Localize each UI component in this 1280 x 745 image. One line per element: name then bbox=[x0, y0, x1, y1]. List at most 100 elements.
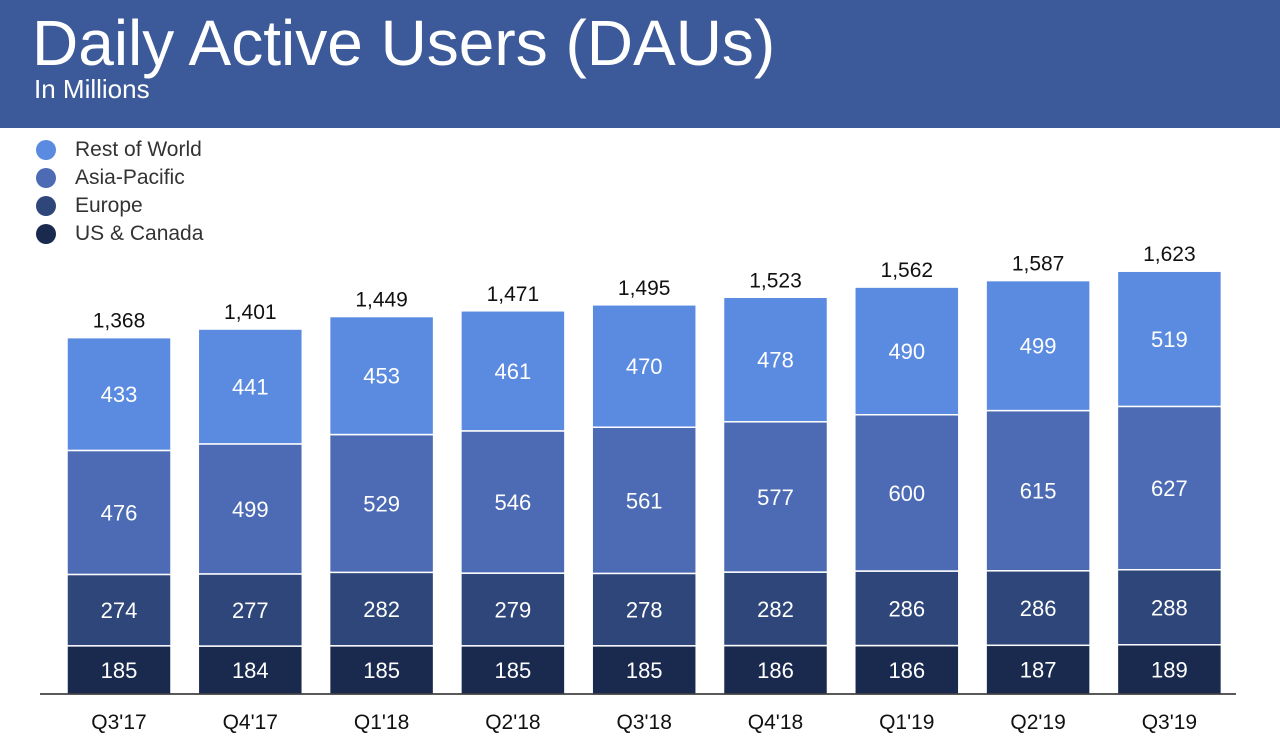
bar-segment-rest-of-world bbox=[460, 310, 566, 432]
total-label: 1,471 bbox=[487, 283, 540, 306]
bar-segment-rest-of-world bbox=[328, 315, 435, 436]
bar-segment-us-canada bbox=[722, 644, 829, 695]
legend-item-asia-pacific: Asia-Pacific bbox=[36, 164, 336, 192]
data-label-asia-pacific: 561 bbox=[626, 488, 663, 513]
data-label-rest-of-world: 470 bbox=[626, 354, 663, 379]
bar-segment-asia-pacific bbox=[854, 413, 960, 572]
bar-segment-asia-pacific bbox=[722, 421, 829, 573]
x-tick-label: Q4'18 bbox=[748, 711, 803, 734]
legend-dot-rest-of-world bbox=[36, 140, 56, 160]
x-tick-label: Q3'17 bbox=[91, 711, 146, 734]
data-label-europe: 288 bbox=[1151, 595, 1188, 620]
data-label-us-canada: 185 bbox=[495, 658, 532, 683]
total-label: 1,401 bbox=[224, 301, 277, 324]
bar-segment-us-canada bbox=[591, 645, 697, 695]
data-label-rest-of-world: 519 bbox=[1151, 327, 1188, 352]
data-label-rest-of-world: 490 bbox=[888, 339, 925, 364]
data-label-us-canada: 189 bbox=[1151, 657, 1188, 682]
data-label-rest-of-world: 441 bbox=[232, 374, 269, 399]
bar-segment-rest-of-world bbox=[1116, 270, 1223, 408]
data-label-asia-pacific: 577 bbox=[757, 485, 794, 510]
total-label: 1,562 bbox=[881, 259, 934, 282]
legend-label-asia-pacific: Asia-Pacific bbox=[75, 166, 185, 189]
bar-segment-asia-pacific bbox=[1116, 405, 1223, 571]
bar-segment-europe bbox=[722, 571, 829, 647]
data-label-europe: 282 bbox=[363, 597, 400, 622]
x-tick-label: Q1'18 bbox=[354, 711, 409, 734]
bar-segment-asia-pacific bbox=[985, 409, 1091, 572]
data-label-asia-pacific: 499 bbox=[232, 497, 269, 522]
bar-segment-asia-pacific bbox=[66, 449, 172, 576]
bar-segment-europe bbox=[328, 571, 435, 647]
legend-item-europe: Europe bbox=[36, 192, 336, 220]
data-label-rest-of-world: 499 bbox=[1020, 334, 1057, 359]
data-label-europe: 279 bbox=[495, 597, 532, 622]
data-label-us-canada: 186 bbox=[757, 658, 794, 683]
bar-segment-us-canada bbox=[328, 645, 435, 695]
data-label-asia-pacific: 600 bbox=[888, 481, 925, 506]
x-tick-label: Q4'17 bbox=[223, 711, 278, 734]
data-label-asia-pacific: 615 bbox=[1020, 479, 1057, 504]
legend-label-us-canada: US & Canada bbox=[75, 222, 204, 245]
legend-item-rest-of-world: Rest of World bbox=[36, 136, 336, 164]
data-label-europe: 274 bbox=[101, 598, 138, 623]
data-label-asia-pacific: 476 bbox=[101, 500, 138, 525]
total-label: 1,495 bbox=[618, 277, 671, 300]
x-tick-label: Q2'19 bbox=[1010, 711, 1065, 734]
data-label-us-canada: 184 bbox=[232, 658, 269, 683]
x-tick-label: Q1'19 bbox=[879, 711, 934, 734]
legend-dot-us-canada bbox=[36, 224, 56, 244]
bar-segment-rest-of-world bbox=[591, 304, 697, 428]
legend-dot-europe bbox=[36, 196, 56, 216]
bar-segment-rest-of-world bbox=[985, 279, 1091, 412]
data-label-europe: 286 bbox=[888, 596, 925, 621]
data-label-asia-pacific: 529 bbox=[363, 491, 400, 516]
total-label: 1,623 bbox=[1143, 243, 1196, 266]
data-label-europe: 282 bbox=[757, 597, 794, 622]
bar-segment-us-canada bbox=[197, 645, 304, 695]
bar-segment-rest-of-world bbox=[854, 286, 960, 416]
data-label-rest-of-world: 478 bbox=[757, 348, 794, 373]
data-label-asia-pacific: 627 bbox=[1151, 476, 1188, 501]
bar-segment-europe bbox=[854, 570, 960, 647]
data-label-us-canada: 185 bbox=[363, 658, 400, 683]
total-label: 1,368 bbox=[93, 310, 146, 333]
data-label-rest-of-world: 461 bbox=[495, 359, 532, 384]
data-label-us-canada: 185 bbox=[101, 658, 138, 683]
data-label-asia-pacific: 546 bbox=[495, 490, 532, 515]
bar-segment-rest-of-world bbox=[197, 328, 304, 445]
x-tick-label: Q3'19 bbox=[1142, 711, 1197, 734]
bar-segment-europe bbox=[460, 572, 566, 647]
x-tick-label: Q2'18 bbox=[485, 711, 540, 734]
data-label-us-canada: 187 bbox=[1020, 658, 1057, 683]
bar-segment-asia-pacific bbox=[591, 426, 697, 575]
legend-item-us-canada: US & Canada bbox=[36, 220, 336, 248]
total-label: 1,523 bbox=[749, 269, 802, 292]
data-label-rest-of-world: 433 bbox=[101, 382, 138, 407]
data-label-europe: 286 bbox=[1020, 596, 1057, 621]
bar-segment-rest-of-world bbox=[722, 296, 829, 423]
bar-segment-europe bbox=[197, 573, 304, 647]
bar-segment-europe bbox=[985, 570, 1091, 647]
page-subtitle: In Millions bbox=[34, 74, 150, 104]
data-label-us-canada: 186 bbox=[888, 658, 925, 683]
bar-segment-us-canada bbox=[854, 644, 960, 695]
legend-dot-asia-pacific bbox=[36, 168, 56, 188]
legend-label-europe: Europe bbox=[75, 194, 143, 217]
data-label-europe: 278 bbox=[626, 598, 663, 623]
bar-segment-asia-pacific bbox=[328, 433, 435, 574]
bar-segment-asia-pacific bbox=[460, 430, 566, 574]
bar-segment-europe bbox=[591, 572, 697, 647]
page-title: Daily Active Users (DAUs) bbox=[32, 7, 776, 79]
bar-segment-rest-of-world bbox=[66, 336, 172, 452]
total-label: 1,587 bbox=[1012, 253, 1065, 276]
bar-segment-asia-pacific bbox=[197, 443, 304, 575]
data-label-europe: 277 bbox=[232, 598, 269, 623]
x-tick-label: Q3'18 bbox=[617, 711, 672, 734]
data-label-us-canada: 185 bbox=[626, 658, 663, 683]
header-banner: Daily Active Users (DAUs) In Millions bbox=[0, 0, 1280, 128]
data-label-rest-of-world: 453 bbox=[363, 364, 400, 389]
total-label: 1,449 bbox=[355, 289, 408, 312]
bar-segment-us-canada bbox=[460, 645, 566, 695]
